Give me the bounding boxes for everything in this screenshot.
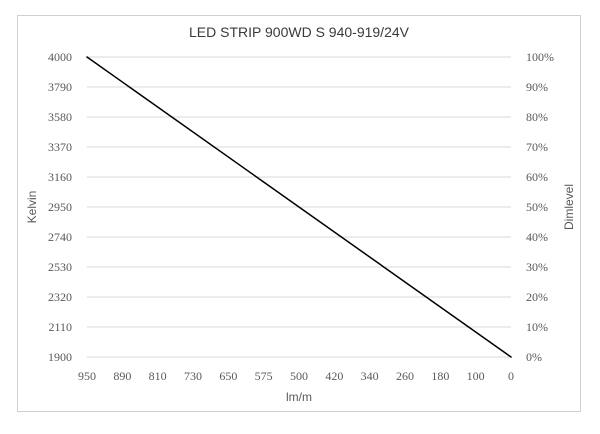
- y2-tick-label: 20%: [526, 290, 548, 304]
- x-tick-label: 950: [78, 369, 96, 383]
- series-line: [86, 56, 512, 358]
- y-tick-label: 2740: [48, 230, 72, 244]
- x-tick-label: 0: [508, 369, 514, 383]
- x-tick-label: 340: [361, 369, 379, 383]
- gridlines: [87, 56, 511, 358]
- x-tick-label: 500: [290, 369, 308, 383]
- y-tick-label: 4000: [48, 50, 72, 64]
- y-tick-label: 2320: [48, 290, 72, 304]
- x-tick-label: 100: [467, 369, 485, 383]
- y2-axis-ticks: 100% 90% 80% 70% 60% 50% 40% 30% 20% 10% 0%: [526, 50, 554, 364]
- y-tick-label: 3580: [48, 110, 72, 124]
- y2-axis-title: Dimlevel: [562, 184, 576, 230]
- y2-tick-label: 70%: [526, 140, 548, 154]
- x-tick-label: 890: [113, 369, 131, 383]
- x-axis-ticks: 950 890 810 730 650 575 500 420 340 260 180 100 0: [78, 369, 514, 383]
- y-tick-label: 3160: [48, 170, 72, 184]
- x-tick-label: 650: [219, 369, 237, 383]
- y-axis-title: Kelvin: [25, 191, 39, 224]
- x-tick-label: 730: [184, 369, 202, 383]
- y-tick-label: 1900: [48, 350, 72, 364]
- y2-tick-label: 0%: [526, 350, 542, 364]
- y-tick-label: 3790: [48, 80, 72, 94]
- x-tick-label: 575: [255, 369, 273, 383]
- x-tick-label: 260: [396, 369, 414, 383]
- data-point: [86, 56, 88, 58]
- x-tick-label: 180: [431, 369, 449, 383]
- x-axis-title: lm/m: [286, 390, 312, 404]
- x-tick-label: 810: [149, 369, 167, 383]
- y-axis-ticks: 4000 3790 3580 3370 3160 2950 2740 2530 2320 2110…: [48, 50, 72, 364]
- data-point: [510, 356, 512, 358]
- chart-title: LED STRIP 900WD S 940-919/24V: [189, 24, 410, 40]
- y-tick-label: 2950: [48, 200, 72, 214]
- y2-tick-label: 60%: [526, 170, 548, 184]
- y2-tick-label: 10%: [526, 320, 548, 334]
- y2-tick-label: 80%: [526, 110, 548, 124]
- chart-frame: [17, 15, 581, 412]
- y2-tick-label: 50%: [526, 200, 548, 214]
- y-tick-label: 2530: [48, 260, 72, 274]
- y2-tick-label: 40%: [526, 230, 548, 244]
- y-tick-label: 2110: [48, 320, 72, 334]
- y2-tick-label: 90%: [526, 80, 548, 94]
- y2-tick-label: 30%: [526, 260, 548, 274]
- x-tick-label: 420: [325, 369, 343, 383]
- series-group: [86, 56, 512, 358]
- y-tick-label: 3370: [48, 140, 72, 154]
- y2-tick-label: 100%: [526, 50, 554, 64]
